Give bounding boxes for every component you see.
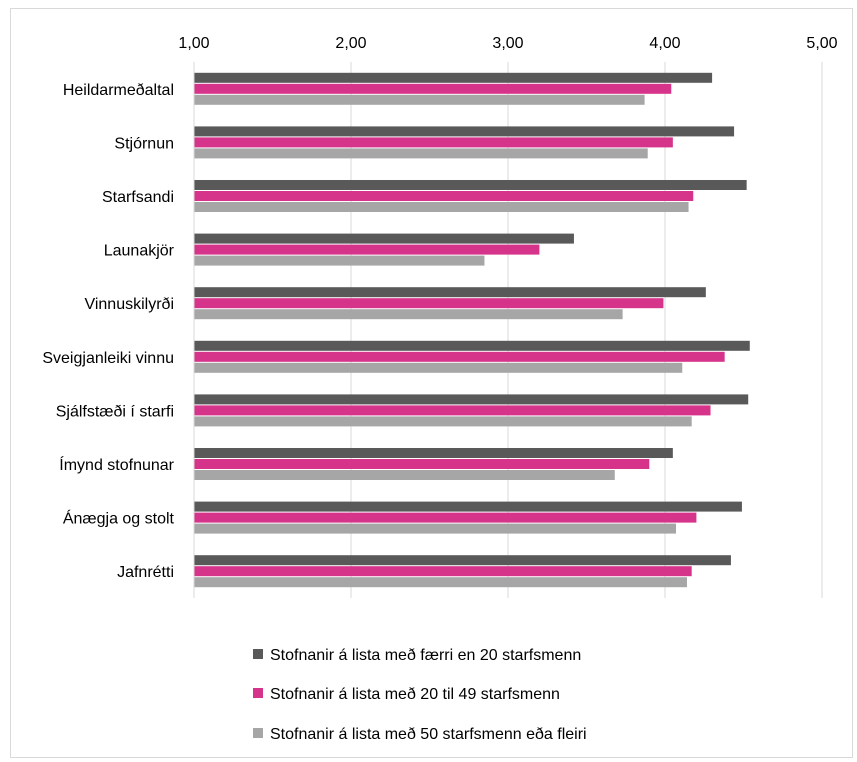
bar bbox=[194, 137, 673, 148]
bar bbox=[194, 501, 742, 512]
bar bbox=[194, 180, 747, 190]
bar bbox=[194, 233, 574, 244]
bar bbox=[194, 405, 711, 416]
legend-swatch bbox=[253, 688, 263, 698]
category-label: Ímynd stofnunar bbox=[59, 455, 174, 474]
bar bbox=[194, 394, 749, 405]
x-tick-label: 4,00 bbox=[649, 35, 680, 52]
legend-label: Stofnanir á lista með 20 til 49 starfsme… bbox=[270, 686, 560, 703]
bar bbox=[194, 72, 713, 83]
bar bbox=[194, 244, 540, 255]
category-label: Starfsandi bbox=[102, 189, 174, 206]
legend-swatch bbox=[253, 728, 263, 738]
category-label: Ánægja og stolt bbox=[63, 509, 175, 528]
bar bbox=[194, 416, 692, 427]
legend-label: Stofnanir á lista með færri en 20 starfs… bbox=[270, 647, 581, 664]
x-tick-label: 2,00 bbox=[335, 35, 366, 52]
bar bbox=[194, 577, 687, 588]
bar bbox=[194, 470, 615, 480]
bar bbox=[194, 126, 735, 137]
bar bbox=[194, 512, 697, 523]
category-label: Sjálfstæði í starfi bbox=[56, 403, 174, 420]
bar bbox=[194, 566, 692, 577]
legend-swatch bbox=[253, 649, 263, 659]
bar bbox=[194, 202, 689, 212]
legend-label: Stofnanir á lista með 50 starfsmenn eða … bbox=[270, 726, 587, 743]
bar bbox=[194, 351, 725, 362]
bar bbox=[194, 191, 694, 201]
bar bbox=[194, 362, 683, 373]
bar bbox=[194, 523, 676, 534]
bar bbox=[194, 287, 706, 298]
category-label: Vinnuskilyrði bbox=[84, 296, 174, 313]
x-tick-label: 1,00 bbox=[178, 35, 209, 52]
bar bbox=[194, 83, 672, 94]
x-tick-label: 3,00 bbox=[492, 35, 523, 52]
bar bbox=[194, 459, 650, 469]
category-label: Stjórnun bbox=[114, 135, 174, 152]
x-tick-label: 5,00 bbox=[806, 35, 837, 52]
bar bbox=[194, 94, 645, 105]
bar bbox=[194, 448, 673, 458]
bar bbox=[194, 298, 664, 309]
category-label: Heildarmeðaltal bbox=[63, 82, 174, 99]
bar bbox=[194, 340, 750, 351]
category-label: Launakjör bbox=[104, 243, 175, 260]
category-label: Sveigjanleiki vinnu bbox=[42, 350, 174, 367]
bar bbox=[194, 555, 731, 566]
bar bbox=[194, 255, 485, 266]
bar bbox=[194, 309, 623, 320]
bar bbox=[194, 148, 648, 159]
category-label: Jafnrétti bbox=[117, 564, 174, 581]
